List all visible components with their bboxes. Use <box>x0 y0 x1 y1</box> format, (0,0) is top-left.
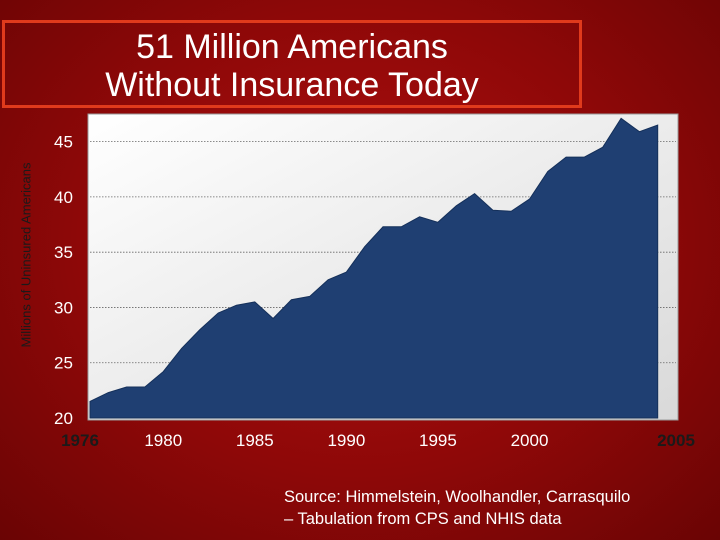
y-tick-label: 20 <box>54 409 73 428</box>
x-tick-label: 2000 <box>511 431 549 450</box>
y-tick-label: 30 <box>54 298 73 317</box>
x-tick-label: 1995 <box>419 431 457 450</box>
title-frame <box>2 20 582 108</box>
x-tick-label: 1985 <box>236 431 274 450</box>
source-note: Source: Himmelstein, Woolhandler, Carras… <box>284 486 714 530</box>
title-line-1: 51 Million Americans <box>136 28 448 66</box>
x-tick-label: 1980 <box>144 431 182 450</box>
source-line-1: Source: Himmelstein, Woolhandler, Carras… <box>284 488 631 506</box>
x-tick-label: 1976 <box>61 431 99 450</box>
y-tick-label: 45 <box>54 133 73 152</box>
y-tick-label: 40 <box>54 188 73 207</box>
y-tick-label: 25 <box>54 354 73 373</box>
x-tick-label: 2005 <box>657 431 695 450</box>
y-tick-label: 35 <box>54 243 73 262</box>
slide-title: 51 Million Americans Without Insurance T… <box>2 28 582 104</box>
source-line-2: – Tabulation from CPS and NHIS data <box>284 510 562 528</box>
x-tick-label: 1990 <box>327 431 365 450</box>
uninsured-area <box>89 117 659 419</box>
title-line-2: Without Insurance Today <box>105 66 479 104</box>
